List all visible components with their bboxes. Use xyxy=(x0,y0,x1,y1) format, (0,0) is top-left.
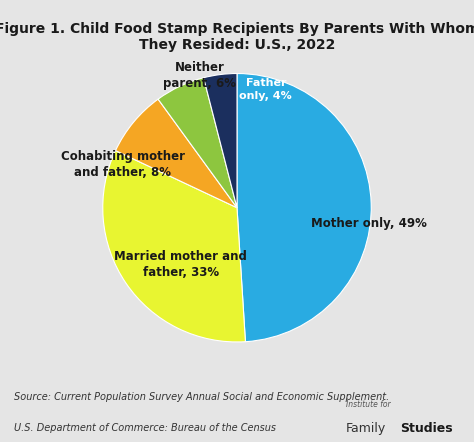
Text: Family: Family xyxy=(346,423,386,435)
Wedge shape xyxy=(116,99,237,208)
Text: Mother only, 49%: Mother only, 49% xyxy=(311,217,427,230)
Text: Figure 1. Child Food Stamp Recipients By Parents With Whom
They Resided: U.S., 2: Figure 1. Child Food Stamp Recipients By… xyxy=(0,22,474,52)
Text: Father
only, 4%: Father only, 4% xyxy=(239,78,292,101)
Wedge shape xyxy=(103,151,246,342)
Text: Cohabiting mother
and father, 8%: Cohabiting mother and father, 8% xyxy=(61,150,185,179)
Wedge shape xyxy=(204,73,237,208)
Text: Institute for: Institute for xyxy=(346,400,391,409)
Wedge shape xyxy=(237,73,371,342)
Text: Neither
parent, 6%: Neither parent, 6% xyxy=(163,61,236,90)
Text: Married mother and
father, 33%: Married mother and father, 33% xyxy=(114,250,247,278)
Text: U.S. Department of Commerce: Bureau of the Census: U.S. Department of Commerce: Bureau of t… xyxy=(14,423,276,433)
Text: Source: Current Population Survey Annual Social and Economic Supplement.: Source: Current Population Survey Annual… xyxy=(14,392,390,402)
Wedge shape xyxy=(158,78,237,208)
Text: Studies: Studies xyxy=(401,423,453,435)
